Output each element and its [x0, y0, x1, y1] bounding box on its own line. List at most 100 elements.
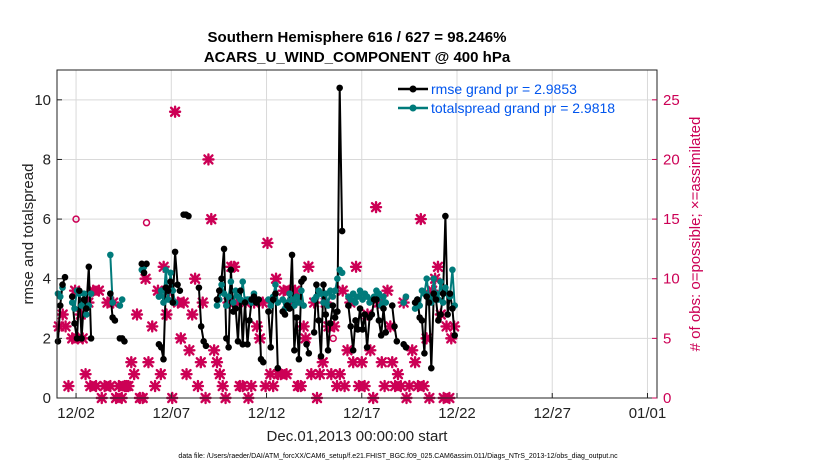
y-tick-label: 0	[43, 390, 51, 407]
assimilated-obs-marker	[403, 379, 416, 393]
assimilated-obs-marker	[256, 296, 269, 309]
assimilated-obs-marker	[56, 308, 69, 321]
totalspread-point	[272, 281, 279, 288]
totalspread-point	[78, 302, 85, 309]
totalspread-point	[232, 287, 239, 294]
assimilated-obs-glyph	[391, 367, 405, 381]
rmse-point	[423, 293, 431, 300]
totalspread-point	[160, 299, 167, 306]
rmse-point	[171, 248, 179, 256]
rmse-point	[380, 305, 387, 312]
assimilated-obs-marker	[431, 260, 445, 273]
assimilated-obs-glyph	[338, 379, 351, 393]
rmse-point	[288, 251, 296, 259]
assimilated-obs-marker	[236, 379, 249, 393]
rmse-point	[241, 299, 249, 306]
totalspread-point	[437, 278, 444, 286]
assimilated-obs-marker	[266, 379, 280, 393]
legend-spread-marker	[409, 104, 417, 112]
assimilated-obs-glyph	[280, 367, 293, 381]
assimilated-obs-marker	[222, 296, 235, 309]
rmse-point	[345, 302, 352, 309]
assimilated-obs-glyph	[142, 356, 155, 369]
rmse-point	[140, 269, 148, 277]
assimilated-obs-marker	[92, 284, 106, 297]
totalspread-point	[354, 293, 362, 300]
rmse-point	[83, 305, 90, 312]
totalspread-point	[225, 293, 232, 300]
rmse-point	[237, 287, 244, 294]
plot-frame	[56, 69, 658, 399]
assimilated-obs-glyph	[259, 379, 272, 393]
rmse-point	[56, 302, 64, 309]
totalspread-point	[169, 287, 177, 294]
assimilated-obs-marker	[104, 379, 117, 393]
assimilated-obs-glyph	[394, 379, 408, 393]
assimilated-obs-glyph	[196, 296, 209, 309]
rmse-point	[449, 305, 456, 312]
rmse-point	[402, 344, 410, 351]
rmse-point	[255, 296, 263, 303]
rmse-line-segment	[158, 250, 181, 361]
rmse-point	[444, 311, 451, 318]
assimilated-obs-marker	[89, 379, 103, 393]
assimilated-obs-marker	[372, 296, 386, 309]
rmse-point	[432, 296, 440, 303]
rmse-point	[78, 335, 85, 342]
assimilated-obs-glyph	[386, 356, 399, 369]
rmse-point	[437, 311, 444, 318]
rmse-point	[157, 344, 165, 351]
assimilated-obs-glyph	[349, 260, 363, 273]
assimilated-obs-marker	[259, 379, 272, 393]
rmse-point	[250, 293, 258, 300]
x-tick-label: 12/12	[248, 405, 286, 422]
rmse-point	[359, 326, 366, 333]
assimilated-obs-glyph	[256, 296, 269, 309]
rmse-point	[354, 326, 362, 333]
assimilated-obs-marker	[79, 367, 92, 381]
rmse-point	[225, 344, 232, 351]
totalspread-point	[356, 287, 364, 294]
y-tick-label: 6	[43, 211, 51, 228]
assimilated-obs-marker	[127, 367, 141, 381]
assimilated-obs-glyph	[205, 212, 218, 226]
rmse-point	[239, 341, 247, 348]
assimilated-obs-marker	[180, 367, 193, 381]
y-right-tick-label: 10	[663, 271, 680, 288]
assimilated-obs-marker	[146, 320, 159, 333]
rmse-point	[393, 338, 401, 345]
assimilated-obs-marker	[386, 356, 399, 369]
rmse-point	[418, 317, 426, 324]
assimilated-obs-glyph	[89, 379, 103, 393]
assimilated-obs-glyph	[177, 296, 190, 309]
assimilated-obs-marker	[148, 379, 162, 393]
assimilated-obs-marker	[381, 284, 394, 297]
totalspread-point	[449, 266, 456, 274]
assimilated-obs-glyph	[445, 332, 458, 345]
rmse-point	[315, 317, 323, 324]
assimilated-obs-glyph	[194, 356, 208, 369]
assimilated-obs-glyph	[305, 367, 318, 381]
assimilated-obs-marker	[349, 260, 363, 273]
assimilated-obs-marker	[417, 379, 430, 393]
assimilated-obs-marker	[160, 308, 173, 321]
rmse-point	[327, 320, 334, 327]
rmse-point	[75, 287, 83, 294]
assimilated-obs-glyph	[378, 379, 391, 393]
assimilated-obs-marker	[230, 296, 244, 309]
rmse-point	[143, 260, 150, 268]
totalspread-point	[331, 287, 339, 294]
assimilated-obs-marker	[327, 320, 341, 333]
rmse-point	[138, 260, 146, 268]
totalspread-point	[87, 290, 95, 297]
assimilated-obs-marker	[62, 379, 75, 393]
assimilated-obs-glyph	[59, 320, 72, 333]
assimilated-obs-glyph	[403, 379, 416, 393]
x-tick-label: 12/07	[153, 405, 191, 422]
rmse-point	[169, 299, 177, 306]
assimilated-obs-marker	[264, 367, 277, 381]
rmse-point	[373, 296, 380, 303]
rmse-point	[176, 287, 184, 294]
assimilated-obs-glyph	[154, 367, 168, 381]
totalspread-point	[118, 296, 126, 303]
